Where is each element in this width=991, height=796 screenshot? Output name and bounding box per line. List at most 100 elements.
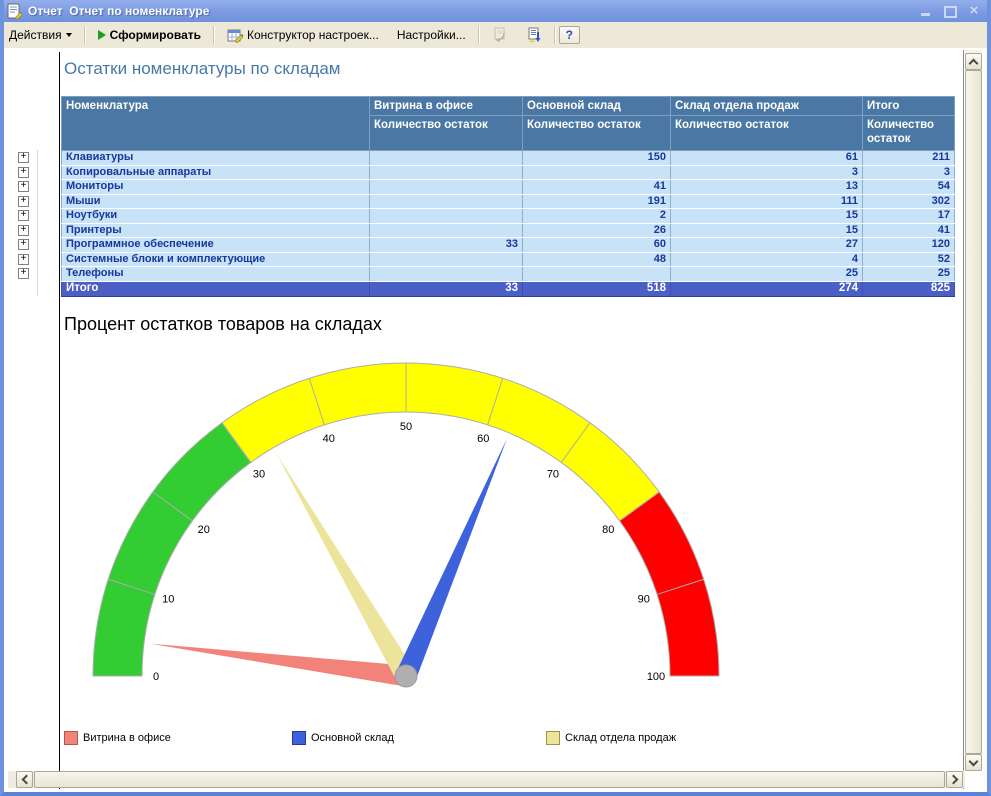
chart-title: Процент остатков товаров на складах: [64, 314, 382, 334]
cell[interactable]: 15: [670, 223, 863, 238]
row-name[interactable]: Ноутбуки: [61, 208, 370, 224]
cell[interactable]: 120: [862, 237, 955, 253]
row-name[interactable]: Программное обеспечение: [61, 237, 370, 253]
cell[interactable]: 52: [862, 252, 955, 267]
cell[interactable]: [369, 266, 523, 282]
cell[interactable]: 60: [522, 237, 671, 253]
table-row[interactable]: Программное обеспечение 33 60 27 120: [61, 237, 955, 253]
table-row[interactable]: Телефоны 25 25: [61, 266, 955, 282]
cell[interactable]: 191: [522, 194, 671, 209]
close-button[interactable]: ×: [969, 2, 979, 19]
expand-row-button[interactable]: +: [18, 181, 29, 192]
total-cell: 825: [862, 281, 955, 297]
cell[interactable]: 41: [862, 223, 955, 238]
expand-row-button[interactable]: +: [18, 254, 29, 265]
cell[interactable]: 111: [670, 194, 863, 209]
gauge-tick-label: 10: [162, 594, 174, 606]
cell[interactable]: 25: [670, 266, 863, 282]
toolbar-separator: [83, 26, 86, 44]
scroll-left-button[interactable]: [16, 771, 33, 788]
cell[interactable]: 26: [522, 223, 671, 238]
column-header-total[interactable]: Итого: [862, 96, 955, 116]
expand-row-button[interactable]: +: [18, 196, 29, 207]
cell[interactable]: 17: [862, 208, 955, 224]
gauge-tick-label: 30: [253, 469, 265, 481]
cell[interactable]: 3: [670, 165, 863, 180]
expand-row-button[interactable]: +: [18, 268, 29, 279]
expand-row-button[interactable]: +: [18, 210, 29, 221]
cell[interactable]: 54: [862, 179, 955, 195]
expand-row-button[interactable]: +: [18, 239, 29, 250]
cell[interactable]: [369, 223, 523, 238]
cell[interactable]: 48: [522, 252, 671, 267]
cell[interactable]: 25: [862, 266, 955, 282]
cell[interactable]: [522, 266, 671, 282]
table-row[interactable]: Копировальные аппараты 3 3: [61, 165, 955, 180]
table-row[interactable]: Ноутбуки 2 15 17: [61, 208, 955, 224]
gauge-tick-label: 80: [602, 524, 614, 536]
row-name[interactable]: Принтеры: [61, 223, 370, 238]
column-header-nomenclature[interactable]: Номенклатура: [61, 96, 370, 151]
column-header-showcase[interactable]: Витрина в офисе: [369, 96, 523, 116]
row-name[interactable]: Копировальные аппараты: [61, 165, 370, 180]
scroll-right-button[interactable]: [946, 771, 963, 788]
chevron-left-icon: [21, 774, 32, 785]
table-row[interactable]: Системные блоки и комплектующие 48 4 52: [61, 252, 955, 267]
cell[interactable]: 3: [862, 165, 955, 180]
gauge-zone: [618, 491, 720, 677]
save-settings-button[interactable]: [518, 23, 550, 47]
horizontal-scroll-thumb[interactable]: [34, 771, 945, 788]
column-header-main-warehouse[interactable]: Основной склад: [522, 96, 671, 116]
actions-label: Действия: [9, 28, 62, 42]
gauge-chart: 0 10 20 30 40 50 60 70 80 90 100: [92, 362, 720, 688]
cell[interactable]: 27: [670, 237, 863, 253]
cell[interactable]: [369, 194, 523, 209]
cell[interactable]: [369, 208, 523, 224]
cell[interactable]: 41: [522, 179, 671, 195]
vertical-scroll-thumb[interactable]: [965, 70, 982, 754]
cell[interactable]: 15: [670, 208, 863, 224]
row-name[interactable]: Системные блоки и комплектующие: [61, 252, 370, 267]
cell[interactable]: 2: [522, 208, 671, 224]
cell[interactable]: 302: [862, 194, 955, 209]
help-button[interactable]: ?: [558, 26, 581, 44]
scroll-down-button[interactable]: [965, 754, 982, 771]
cell[interactable]: 211: [862, 150, 955, 166]
title-bar[interactable]: Отчет Отчет по номенклатуре ×: [4, 0, 987, 22]
load-settings-button[interactable]: [484, 23, 516, 47]
cell[interactable]: 13: [670, 179, 863, 195]
row-name[interactable]: Клавиатуры: [61, 150, 370, 166]
toolbar: Действия Сформировать Конструктор настро…: [4, 22, 987, 49]
gauge-needle: [276, 453, 416, 682]
row-name[interactable]: Мониторы: [61, 179, 370, 195]
cell[interactable]: [522, 165, 671, 180]
actions-menu-button[interactable]: Действия: [4, 24, 80, 46]
cell[interactable]: 61: [670, 150, 863, 166]
cell[interactable]: [369, 165, 523, 180]
column-header-sales-warehouse[interactable]: Склад отдела продаж: [670, 96, 863, 116]
cell[interactable]: [369, 179, 523, 195]
row-name[interactable]: Телефоны: [61, 266, 370, 282]
table-row[interactable]: Мониторы 41 13 54: [61, 179, 955, 195]
table-row[interactable]: Принтеры 26 15 41: [61, 223, 955, 238]
minimize-button[interactable]: [919, 4, 933, 18]
maximize-button[interactable]: [943, 4, 957, 18]
expand-row-button[interactable]: +: [18, 152, 29, 163]
expand-row-button[interactable]: +: [18, 167, 29, 178]
expand-row-button[interactable]: +: [18, 225, 29, 236]
generate-button[interactable]: Сформировать: [90, 24, 209, 46]
table-row[interactable]: Клавиатуры 150 61 211: [61, 150, 955, 166]
cell[interactable]: [369, 252, 523, 267]
cell[interactable]: [369, 150, 523, 166]
settings-button[interactable]: Настройки...: [389, 24, 474, 46]
cell[interactable]: 4: [670, 252, 863, 267]
scroll-up-button[interactable]: [965, 53, 982, 70]
cell[interactable]: 150: [522, 150, 671, 166]
toolbar-separator: [477, 26, 480, 44]
table-row[interactable]: Мыши 191 111 302: [61, 194, 955, 209]
cell[interactable]: 33: [369, 237, 523, 253]
row-name[interactable]: Мыши: [61, 194, 370, 209]
settings-constructor-button[interactable]: Конструктор настроек...: [219, 23, 387, 47]
gauge-tick-label: 0: [153, 671, 159, 683]
